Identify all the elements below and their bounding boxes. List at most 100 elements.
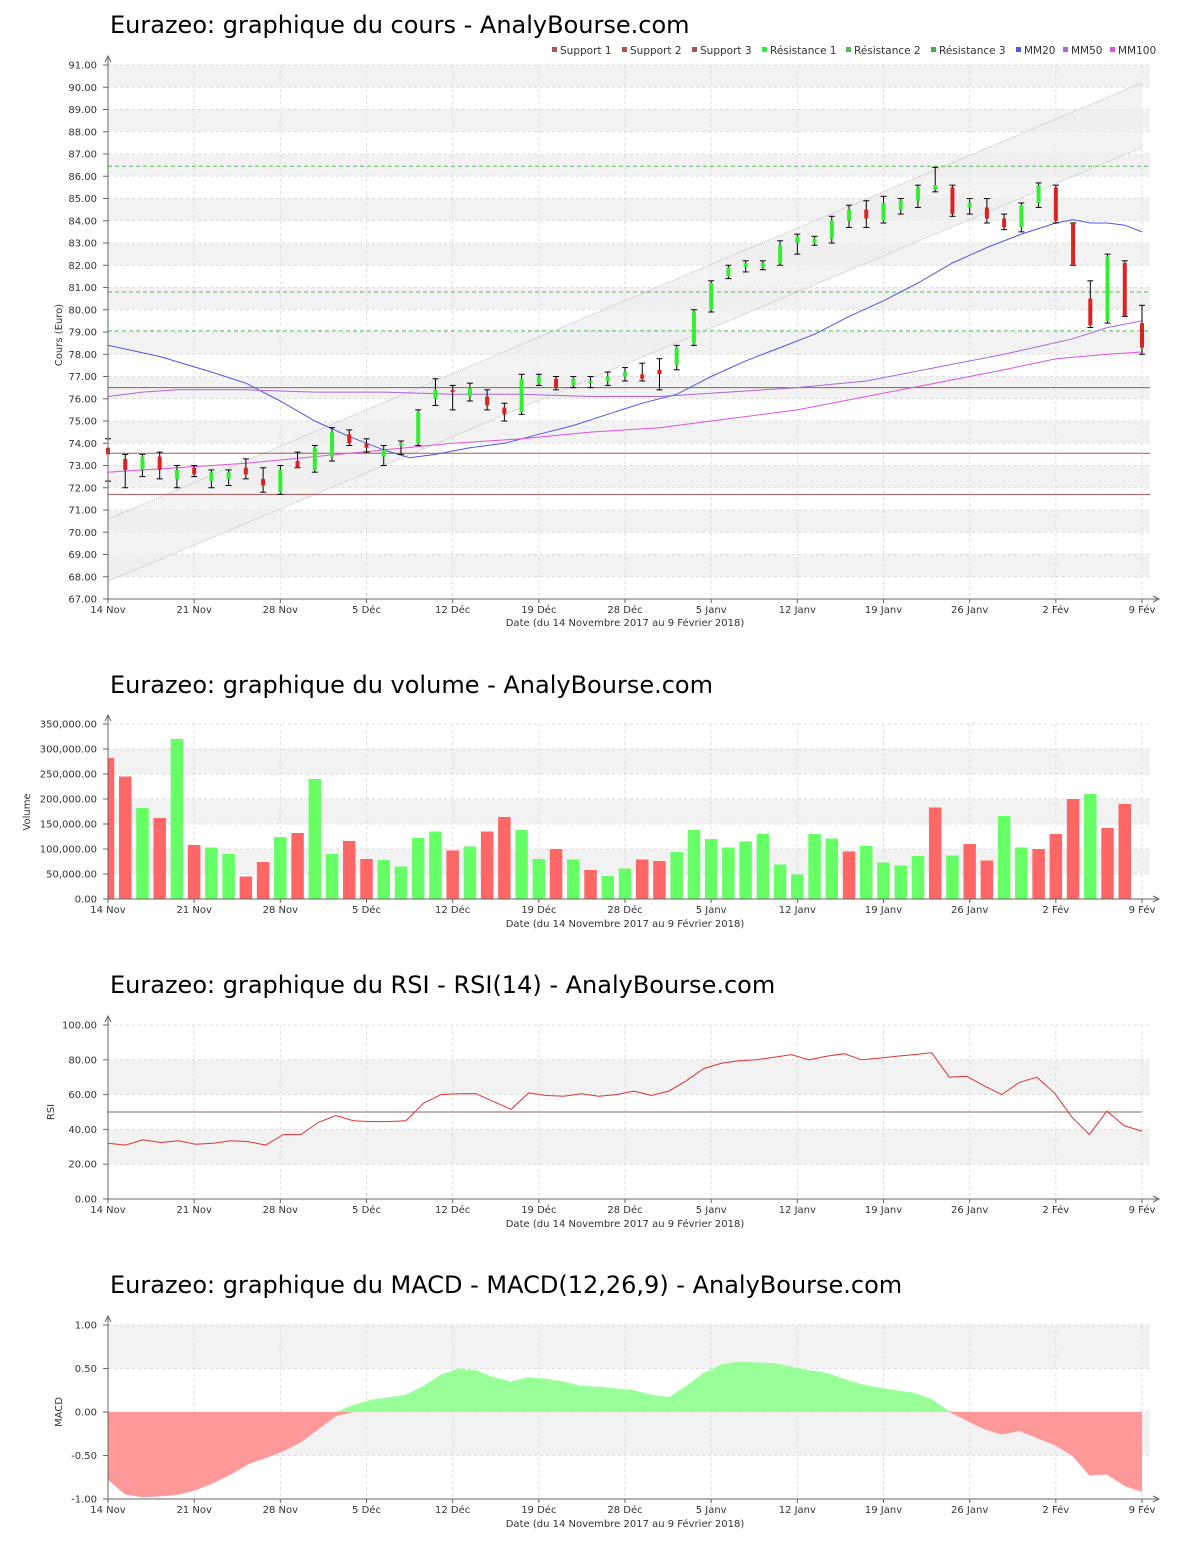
price-band	[108, 65, 1150, 88]
legend-swatch	[846, 47, 851, 52]
candle	[242, 458, 249, 480]
volume-bar	[670, 852, 683, 899]
candle	[828, 215, 835, 244]
vol-x-tick-label: 5 Janv	[696, 905, 727, 916]
vol-y-tick-label: 300,000.00	[40, 745, 97, 756]
price-x-tick-label: 28 Déc	[607, 604, 642, 616]
macd-y-tick-label: 0.00	[75, 1408, 97, 1419]
volume-bar	[877, 862, 890, 899]
rsi-band	[108, 1129, 1150, 1165]
price-y-tick-label: 90.00	[68, 83, 97, 94]
rsi-x-tick-label: 5 Janv	[696, 1205, 727, 1216]
vol-y-tick-label: 350,000.00	[40, 720, 97, 731]
candle-body	[1140, 323, 1144, 348]
macd-x-tick-label: 26 Janv	[951, 1505, 988, 1516]
candle-body	[467, 387, 472, 397]
vol-y-tick-label: 150,000.00	[40, 820, 97, 831]
rsi-line	[107, 1052, 1143, 1146]
volume-bar	[722, 847, 735, 899]
volume-bar	[498, 817, 511, 899]
price-y-tick-label: 79.00	[68, 328, 97, 339]
candle-body	[967, 202, 972, 208]
legend-label: Support 3	[700, 45, 752, 57]
price-band	[108, 510, 1150, 533]
vol-y-tick-label: 200,000.00	[40, 795, 97, 806]
rsi-x-axis-arrow	[1152, 1195, 1161, 1203]
candle-body	[1036, 185, 1041, 203]
candle	[570, 376, 577, 389]
volume-bar	[808, 834, 821, 899]
volume-bars	[107, 739, 1132, 899]
candle	[432, 378, 439, 406]
candle-body	[295, 461, 300, 468]
candle-body	[174, 469, 179, 479]
volume-bar	[687, 830, 701, 899]
macd-x-tick-label: 19 Déc	[521, 1504, 556, 1516]
candle	[673, 344, 680, 371]
mm50-line	[107, 320, 1143, 397]
price-y-axis-arrow	[104, 54, 112, 63]
price-x-tick-label: 12 Janv	[779, 605, 816, 616]
vol-y-tick-label: 100,000.00	[40, 845, 97, 856]
candle-body	[312, 447, 317, 470]
price-y-tick-label: 85.00	[68, 194, 97, 205]
rsi-y-label: RSI	[46, 1104, 57, 1120]
vol-y-tick-label: 0.00	[75, 895, 97, 906]
candle	[863, 200, 870, 228]
rsi-chart-title: Eurazeo: graphique du RSI - RSI(14) - An…	[110, 971, 775, 999]
candle-body	[1122, 263, 1127, 317]
rsi-x-tick-label: 19 Déc	[521, 1204, 556, 1216]
rsi-x-label: Date (du 14 Novembre 2017 au 9 Février 2…	[506, 1218, 745, 1230]
candle-body	[933, 185, 938, 190]
volume-bar	[291, 833, 304, 899]
rsi-x-tick-label: 9 Fév	[1129, 1204, 1156, 1216]
volume-y-label: Volume	[22, 793, 33, 830]
candle	[139, 453, 146, 478]
candle	[415, 409, 422, 446]
price-y-tick-label: 69.00	[68, 550, 97, 561]
candle	[535, 373, 542, 386]
rsi-x-tick-label: 28 Nov	[263, 1205, 299, 1216]
legend-swatch	[762, 47, 767, 52]
rsi-x-tick-label: 21 Nov	[176, 1205, 212, 1216]
candle-body	[157, 456, 162, 470]
candle	[794, 233, 801, 255]
price-x-tick-label: 14 Nov	[90, 605, 126, 616]
candle-body	[330, 432, 335, 457]
candle-body	[140, 456, 145, 470]
candle-body	[881, 202, 886, 221]
vol-band	[108, 749, 1150, 774]
macd-x-tick-label: 12 Déc	[435, 1504, 470, 1516]
candle	[277, 465, 284, 495]
volume-bar	[704, 839, 718, 899]
price-y-tick-label: 83.00	[68, 239, 97, 250]
rsi-x-tick-label: 28 Déc	[607, 1204, 642, 1216]
candle	[880, 195, 887, 224]
candle-body	[760, 263, 765, 268]
candle	[1001, 213, 1008, 231]
volume-bar	[1015, 847, 1028, 899]
rsi-x-tick-label: 5 Déc	[352, 1204, 381, 1216]
volume-bar	[360, 859, 373, 899]
price-y-tick-label: 89.00	[68, 105, 97, 116]
price-y-tick-label: 72.00	[68, 483, 97, 494]
macd-positive-area	[108, 1361, 1142, 1412]
price-x-tick-label: 12 Déc	[435, 604, 470, 616]
candle-body	[778, 245, 783, 264]
vol-x-tick-label: 19 Déc	[521, 904, 556, 916]
candle	[639, 362, 646, 382]
candle-body	[243, 467, 248, 475]
vol-x-tick-label: 9 Fév	[1129, 904, 1156, 916]
legend-label: Résistance 1	[770, 45, 837, 57]
candle	[759, 260, 766, 271]
volume-bar	[601, 876, 615, 899]
rsi-x-tick-label: 26 Janv	[951, 1205, 988, 1216]
vol-band	[108, 799, 1150, 824]
candle	[553, 376, 560, 391]
volume-bar	[480, 831, 494, 899]
volume-bar	[980, 860, 994, 899]
volume-chart-title: Eurazeo: graphique du volume - AnalyBour…	[110, 671, 713, 699]
macd-x-tick-label: 5 Déc	[352, 1504, 381, 1516]
candle	[1139, 304, 1145, 355]
macd-x-tick-label: 14 Nov	[90, 1505, 126, 1516]
